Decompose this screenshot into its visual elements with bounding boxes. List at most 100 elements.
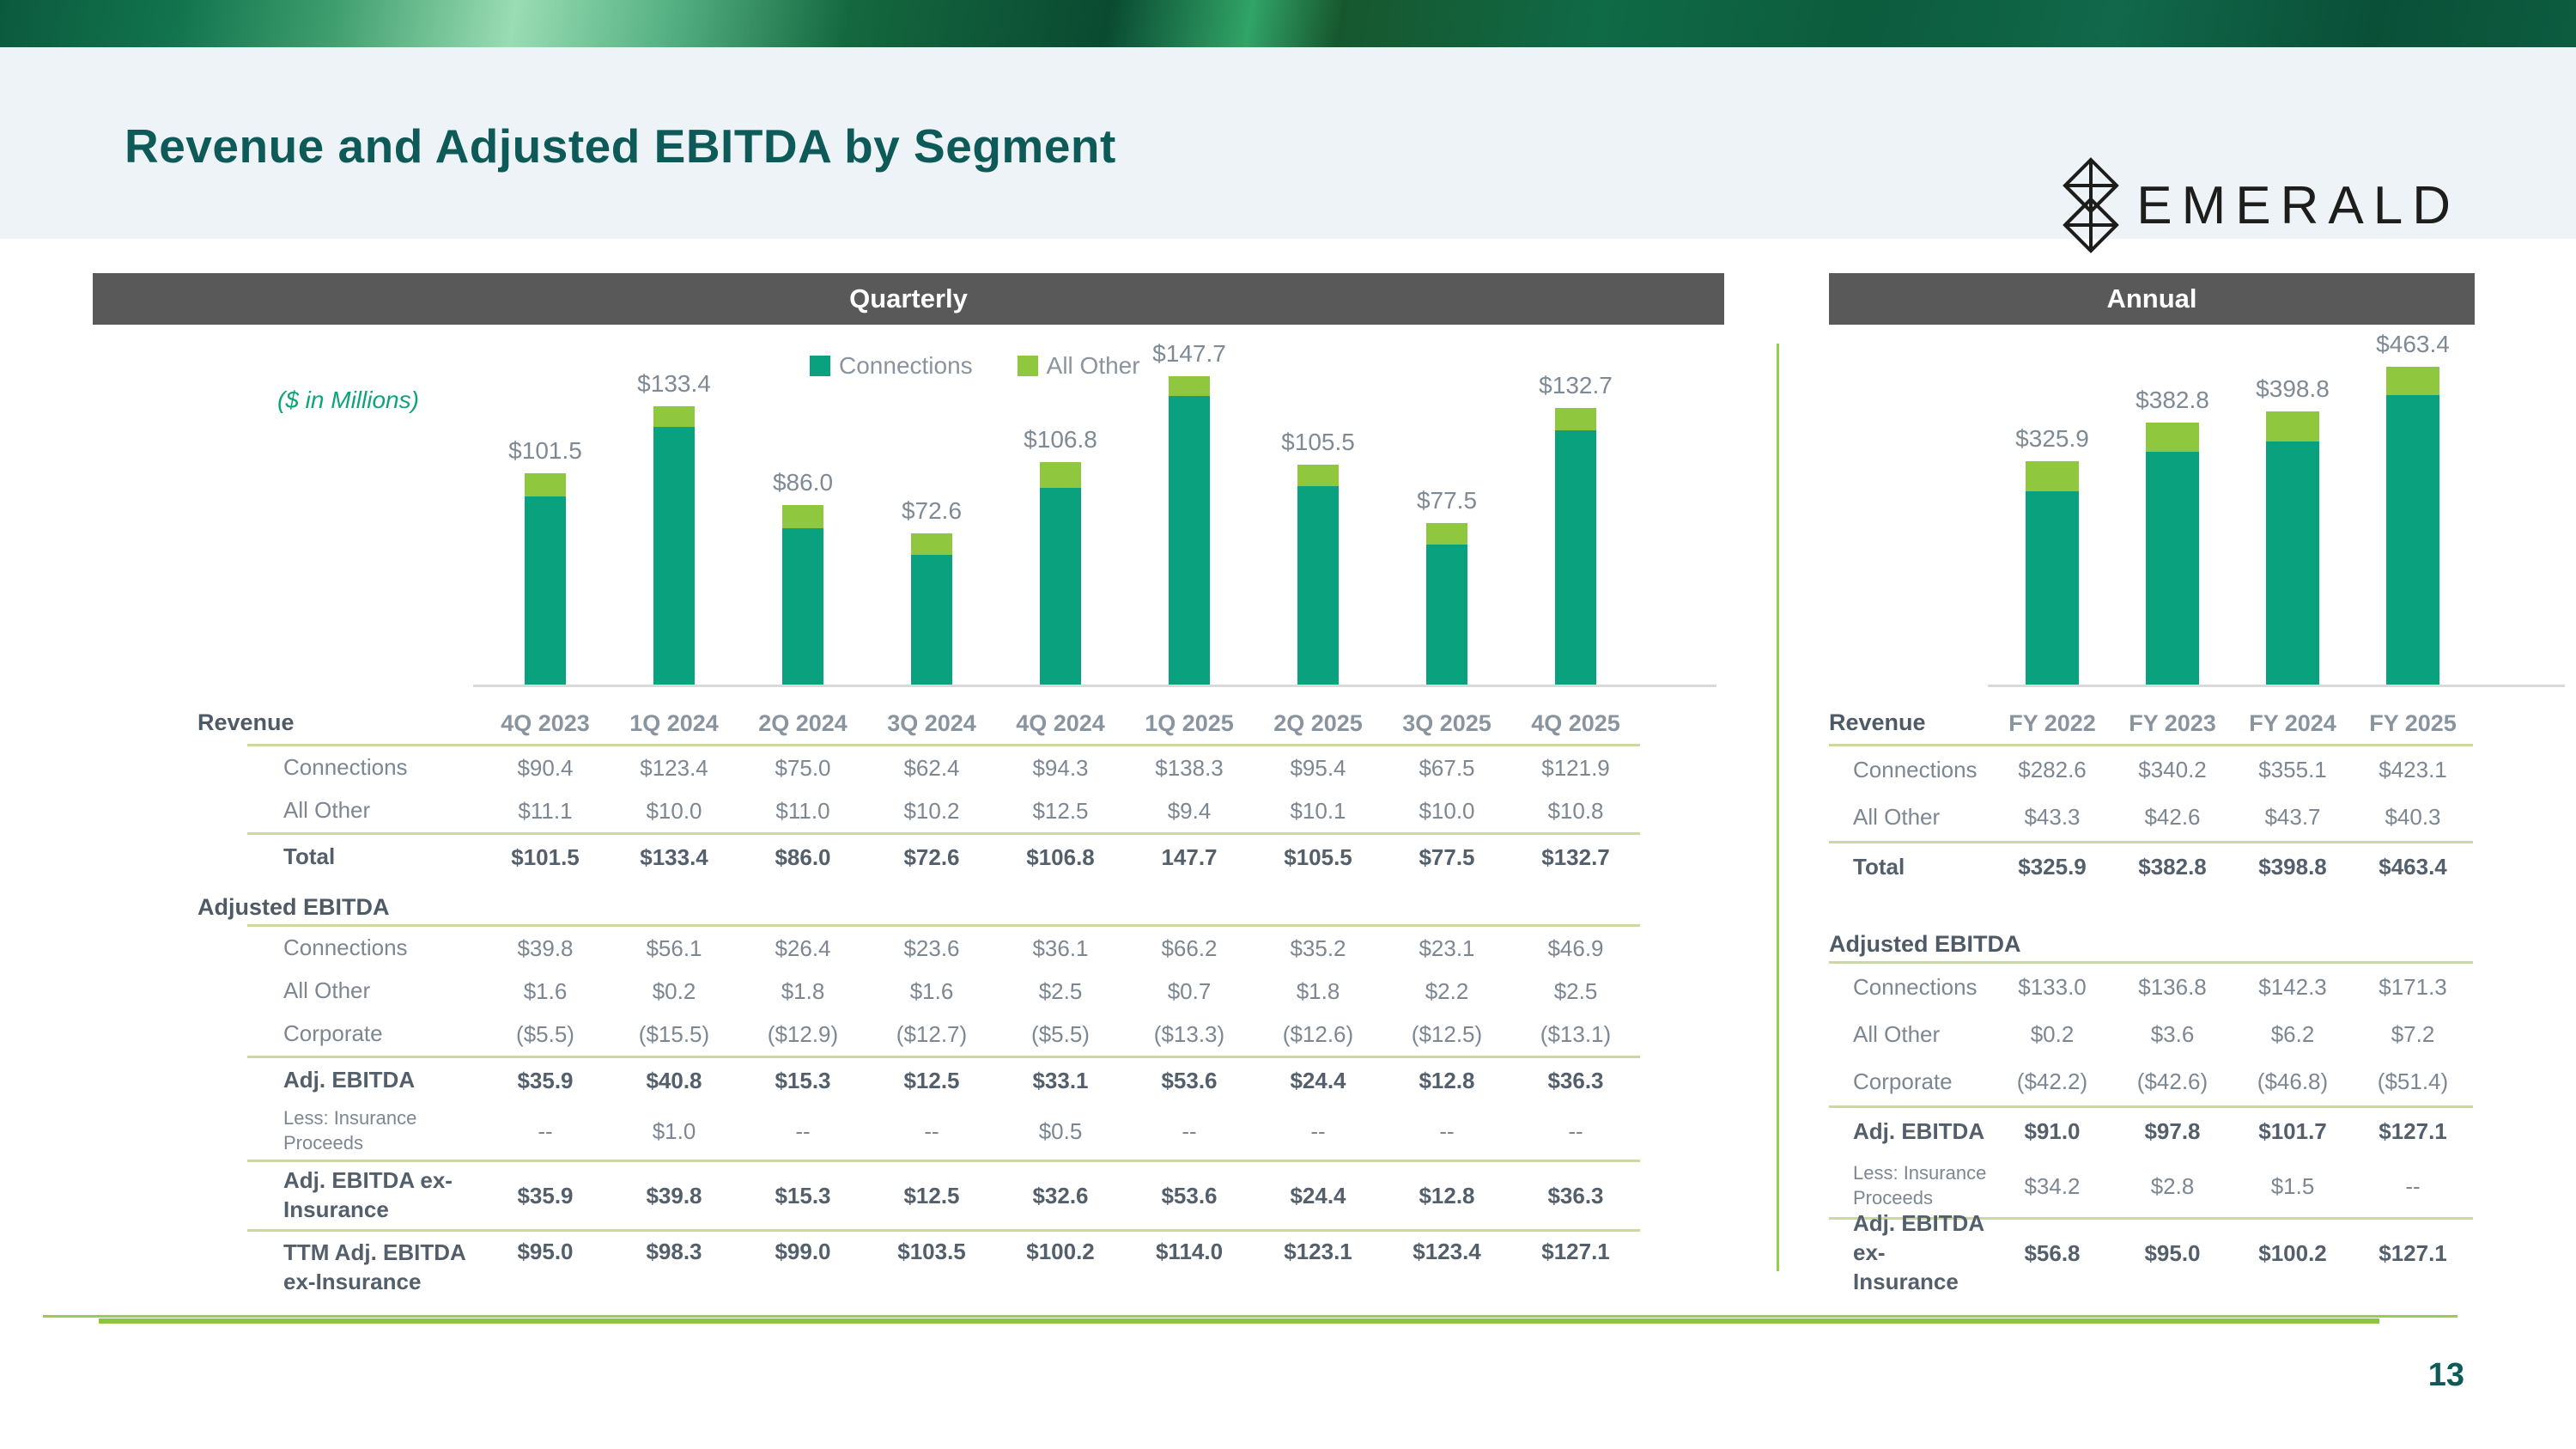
units-note: ($ in Millions) <box>277 387 419 413</box>
table-cell: $95.4 <box>1290 754 1346 781</box>
bar-segment-connections <box>1169 395 1210 685</box>
table-cell: $75.0 <box>775 754 831 781</box>
bar-total-label: $463.4 <box>2376 331 2450 358</box>
table-cell: $15.3 <box>775 1182 831 1209</box>
table-cell: ($12.9) <box>767 1020 839 1047</box>
table-cell: $123.4 <box>640 754 708 781</box>
bar-segment-all-other <box>911 533 952 555</box>
row-label: Corporate <box>283 1020 383 1047</box>
quarterly-section-header: Quarterly <box>93 273 1724 325</box>
table-cell: ($15.5) <box>638 1020 710 1047</box>
table-cell: ($12.7) <box>896 1020 968 1047</box>
table-cell: $94.3 <box>1032 754 1089 781</box>
table-cell: $11.1 <box>518 797 573 824</box>
table-cell: 1Q 2025 <box>1145 709 1234 736</box>
table-cell: $56.8 <box>2024 1239 2081 1266</box>
table-cell: $105.5 <box>1284 843 1352 870</box>
row-label: Revenue <box>197 709 295 736</box>
table-cell: ($13.1) <box>1540 1020 1612 1047</box>
bar-group: $72.6 <box>867 497 996 685</box>
table-cell: 4Q 2025 <box>1531 709 1620 736</box>
table-rule-line <box>247 924 1640 927</box>
table-cell: $42.6 <box>2144 804 2201 830</box>
table-cell: $23.1 <box>1419 935 1475 961</box>
quarterly-table: Revenue 4Q 2023 1Q 2024 2Q 2024 3Q 2024 4Q 20… <box>197 703 1640 1309</box>
table-cell: ($13.3) <box>1153 1020 1225 1047</box>
table-rule-line <box>247 1056 1640 1058</box>
section-divider-line <box>1777 344 1779 1271</box>
bar-group: $101.5 <box>481 437 610 685</box>
table-cell: $127.1 <box>2379 1239 2447 1266</box>
row-label: Total <box>1853 853 1905 880</box>
table-cell: $99.0 <box>775 1239 831 1264</box>
table-cell: $24.4 <box>1290 1067 1346 1093</box>
table-cell: ($46.8) <box>2257 1068 2329 1094</box>
table-cell: FY 2023 <box>2129 709 2216 736</box>
annual-plot-area: $325.9 $382.8 $398.8 $463.4 <box>1992 331 2473 685</box>
table-rule-line <box>247 1229 1640 1232</box>
table-cell: $26.4 <box>775 935 831 961</box>
row-label: Connections <box>1853 973 1978 1000</box>
table-cell: $1.0 <box>652 1117 696 1144</box>
table-row: Connections $39.8 $56.1 $26.4 $23.6 $36.1 $66.… <box>197 927 1640 970</box>
table-cell: $1.5 <box>2270 1172 2315 1199</box>
table-cell: $95.0 <box>2144 1239 2201 1266</box>
table-cell: $133.0 <box>2018 974 2087 1000</box>
table-cell: $10.2 <box>903 797 960 824</box>
table-cell: $56.1 <box>646 935 702 961</box>
table-row: All Other $0.2 $3.6 $6.2 $7.2 <box>1829 1011 2473 1058</box>
bar-group: $133.4 <box>610 370 738 685</box>
quarterly-chart: ($ in Millions) Connections All Other $1… <box>93 325 1724 703</box>
table-cell: ($42.2) <box>2016 1068 2088 1094</box>
bar-segment-all-other <box>2386 367 2439 395</box>
bar-group: $382.8 <box>2112 387 2233 685</box>
bar-total-label: $77.5 <box>1416 487 1478 514</box>
table-cell: -- <box>1182 1117 1197 1144</box>
legend-item-all-other: All Other <box>1017 352 1140 380</box>
bar-total-label: $72.6 <box>901 497 963 525</box>
bar-group: $77.5 <box>1382 487 1511 685</box>
bar-group: $132.7 <box>1511 372 1640 685</box>
table-cell: $12.5 <box>1032 797 1089 824</box>
table-cell: $46.9 <box>1547 935 1604 961</box>
table-row: Less: Insurance Proceeds $34.2 $2.8 $1.5 -- <box>1829 1155 2473 1217</box>
bar-group: $147.7 <box>1125 340 1254 685</box>
table-cell: $123.1 <box>1284 1239 1352 1264</box>
table-row: Adj. EBITDA $91.0 $97.8 $101.7 $127.1 <box>1829 1108 2473 1155</box>
table-cell: $12.5 <box>903 1067 960 1093</box>
legend-label: Connections <box>839 352 973 379</box>
table-cell: $12.8 <box>1419 1182 1475 1209</box>
table-cell: $100.2 <box>1026 1239 1095 1264</box>
table-cell: $40.3 <box>2385 804 2441 830</box>
x-axis-baseline <box>473 685 1716 687</box>
row-label: Total <box>283 843 336 870</box>
annual-table: Revenue FY 2022 FY 2023 FY 2024 FY 2025 Conne… <box>1829 703 2473 1294</box>
table-cell: $7.2 <box>2391 1021 2435 1047</box>
table-cell: 4Q 2023 <box>501 709 590 736</box>
annual-chart: $325.9 $382.8 $398.8 $463.4 <box>1829 325 2565 703</box>
table-cell: $43.7 <box>2264 804 2321 830</box>
table-cell: $340.2 <box>2138 757 2207 782</box>
table-cell: FY 2022 <box>2008 709 2096 736</box>
table-cell: $24.4 <box>1290 1182 1346 1209</box>
table-cell: -- <box>538 1117 553 1144</box>
table-cell: $123.4 <box>1413 1239 1481 1264</box>
row-label: TTM Adj. EBITDA ex-Insurance <box>283 1239 465 1294</box>
table-cell: $0.7 <box>1167 977 1212 1004</box>
row-label: All Other <box>1853 1020 1941 1047</box>
table-cell: $127.1 <box>1541 1239 1610 1264</box>
bar-segment-connections <box>782 528 823 685</box>
table-row: Connections $90.4 $123.4 $75.0 $62.4 $94.3 $13… <box>197 746 1640 789</box>
table-cell: FY 2025 <box>2369 709 2457 736</box>
table-cell: $15.3 <box>775 1067 831 1093</box>
table-cell: ($5.5) <box>516 1020 574 1047</box>
bar-group: $325.9 <box>1992 425 2112 685</box>
header-band: Revenue and Adjusted EBITDA by Segment E… <box>0 47 2576 253</box>
table-row: Adj. EBITDA ex-Insurance $35.9 $39.8 $15.3 $… <box>197 1162 1640 1229</box>
bar-total-label: $101.5 <box>508 436 582 464</box>
bar-total-label: $382.8 <box>2136 386 2209 413</box>
table-cell: $325.9 <box>2018 854 2087 880</box>
table-cell: $1.8 <box>1296 977 1340 1004</box>
table-cell: -- <box>2405 1172 2421 1199</box>
bar-segment-connections <box>653 427 695 685</box>
